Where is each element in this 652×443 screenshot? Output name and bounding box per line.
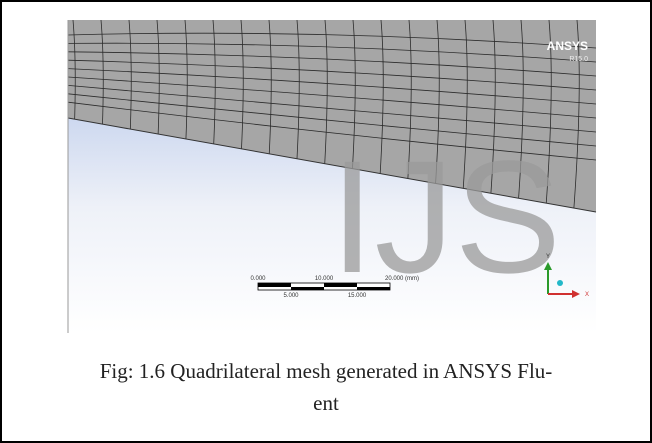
caption-line: Fig: 1.6 Quadrilateral mesh generated in…	[100, 359, 553, 383]
y-label: Y	[546, 254, 550, 260]
scale-segment	[291, 287, 324, 290]
scale-label: 0.000	[250, 276, 266, 282]
scale-label: 20.000 (mm)	[385, 276, 419, 282]
scale-segment	[324, 283, 357, 287]
x-label: X	[585, 292, 589, 298]
mesh-line	[601, 20, 607, 220]
watermark: IJS	[330, 127, 561, 306]
z-dot	[557, 280, 563, 286]
caption-line: ent	[313, 391, 339, 415]
scale-label: 10.000	[315, 276, 334, 282]
page: ANSYS R15.0 IJS 0.000 10.000 20.000 (mm)…	[0, 0, 652, 443]
mesh-line	[629, 20, 635, 220]
figure: ANSYS R15.0 IJS 0.000 10.000 20.000 (mm)…	[0, 0, 652, 443]
logo-name: ANSYS	[547, 39, 588, 53]
mesh-line	[41, 20, 47, 220]
scale-segment	[258, 283, 291, 287]
scale-segment	[357, 287, 390, 290]
scale-label: 5.000	[283, 293, 299, 299]
scale-label: 15.000	[348, 293, 367, 299]
logo-version: R15.0	[569, 56, 588, 63]
